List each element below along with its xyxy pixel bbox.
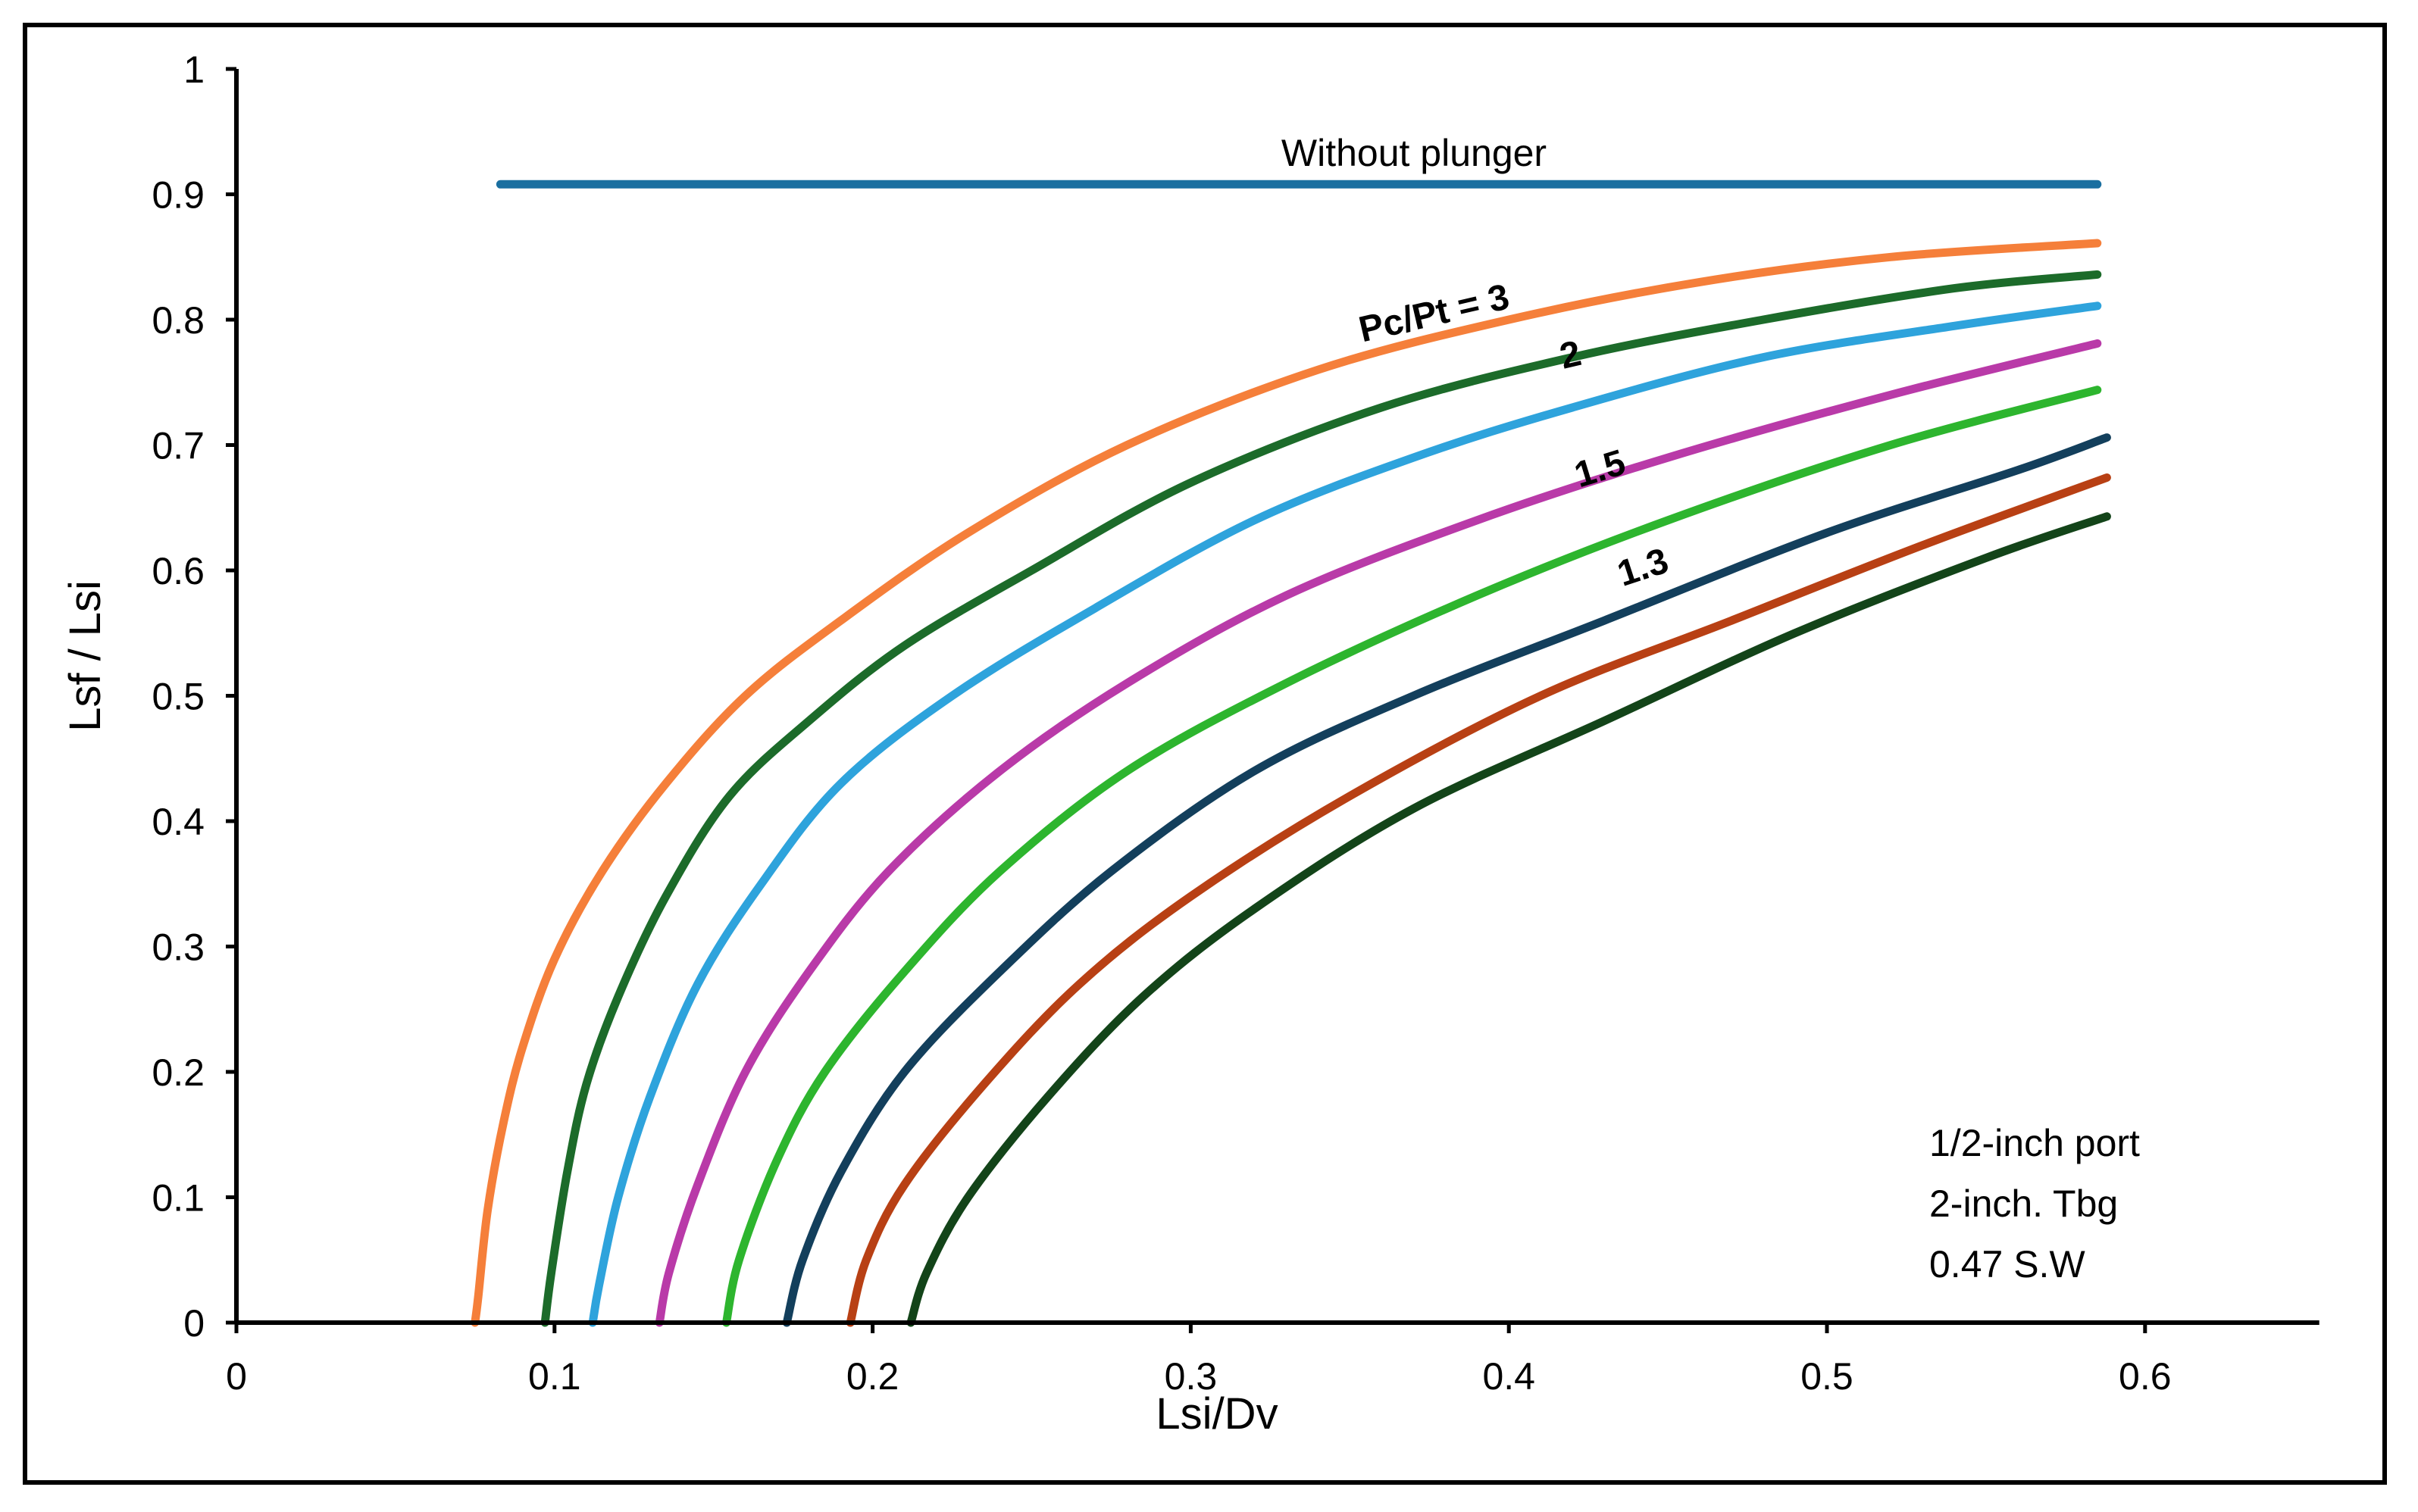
y-tick-label: 0.4 <box>152 801 205 843</box>
series-line-8 <box>906 512 2111 1327</box>
y-tick-label: 0.5 <box>152 676 205 718</box>
y-tick-label: 0.2 <box>152 1051 205 1094</box>
x-tick-label: 0.3 <box>1165 1355 1218 1398</box>
series-line-6 <box>782 433 2111 1327</box>
y-tick-label: 0.3 <box>152 926 205 969</box>
x-axis-title: Lsi/Dv <box>1156 1389 1278 1439</box>
note-port: 1/2-inch port <box>1929 1122 2140 1164</box>
y-tick-label: 0.7 <box>152 425 205 467</box>
curves-layer <box>471 180 2111 1327</box>
ratio-1-3-label: 1.3 <box>1613 541 1673 595</box>
x-tick-label: 0 <box>226 1355 247 1398</box>
x-tick-label: 0.4 <box>1482 1355 1535 1398</box>
series-line-5 <box>722 386 2102 1327</box>
x-tick-label: 0.5 <box>1800 1355 1853 1398</box>
x-tick-label: 0.2 <box>846 1355 899 1398</box>
series-line-2 <box>540 270 2102 1327</box>
series-line-3 <box>588 301 2102 1327</box>
note-specific-weight: 0.47 S.W <box>1929 1243 2085 1286</box>
conditions-note: 1/2-inch port 2-inch. Tbg 0.47 S.W <box>1929 1122 2140 1286</box>
series-line-1 <box>471 239 2102 1327</box>
chart-frame: 0 0.1 0.2 0.3 0.4 0.5 0.6 0 0.1 0.2 0.3 0.4 0.5 0.6 0… <box>23 23 2387 1485</box>
y-tick-label: 0 <box>183 1302 205 1345</box>
y-tick-label: 0.8 <box>152 299 205 342</box>
note-tubing: 2-inch. Tbg <box>1929 1182 2118 1225</box>
chart-plot: 0 0.1 0.2 0.3 0.4 0.5 0.6 00.10.20.30.40.50.60… <box>61 48 2319 1439</box>
x-tick-label: 0.1 <box>528 1355 581 1398</box>
ratio-2-label: 2 <box>1556 333 1585 377</box>
y-ticks: 0 0.1 0.2 0.3 0.4 0.5 0.6 0.7 0.8 0.9 1 <box>152 48 236 1345</box>
series-line-4 <box>655 339 2102 1327</box>
y-tick-label: 0.9 <box>152 174 205 217</box>
y-tick-label: 1 <box>183 48 205 91</box>
series-line-7 <box>846 473 2111 1327</box>
x-ticks: 0 0.1 0.2 0.3 0.4 0.5 0.6 <box>226 1323 2172 1398</box>
x-tick-label: 0.6 <box>2119 1355 2172 1398</box>
without-plunger-label: Without plunger <box>1281 132 1547 174</box>
y-axis-title: Lsf / Lsi <box>61 580 110 732</box>
y-tick-label: 0.6 <box>152 550 205 592</box>
y-tick-label: 0.1 <box>152 1177 205 1220</box>
ratio-1-5-label: 1.5 <box>1570 442 1630 495</box>
